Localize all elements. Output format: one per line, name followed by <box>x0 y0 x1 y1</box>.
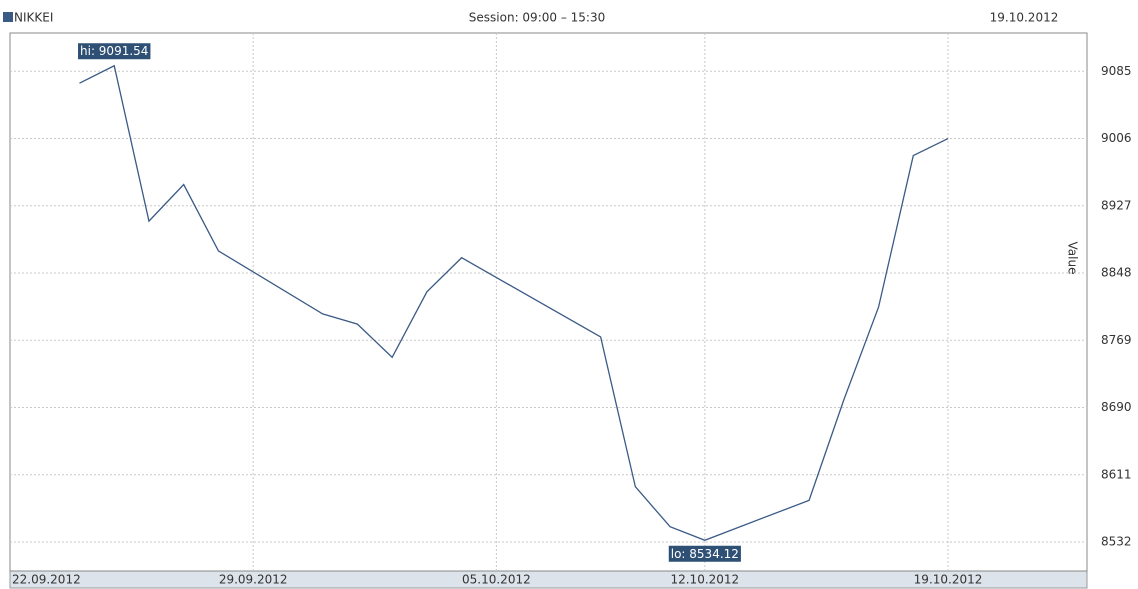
x-tick-label: 12.10.2012 <box>670 573 739 587</box>
y-tick-label: 8769 <box>1101 333 1132 347</box>
date-label: 19.10.2012 <box>990 11 1059 25</box>
y-tick-label: 8690 <box>1101 400 1132 414</box>
x-tick-label: 22.09.2012 <box>12 573 81 587</box>
x-tick-label: 29.09.2012 <box>219 573 288 587</box>
annotation-label: lo: 8534.12 <box>671 547 739 561</box>
legend-swatch <box>3 12 13 22</box>
annotation-box <box>668 545 741 562</box>
annotation-box <box>78 43 151 60</box>
y-tick-label: 9085 <box>1101 64 1132 78</box>
series-line <box>79 64 949 541</box>
y-tick-label: 9006 <box>1101 131 1132 145</box>
y-tick-label: 8532 <box>1101 535 1132 549</box>
annotation-label: hi: 9091.54 <box>80 44 148 58</box>
plot-frame <box>9 32 1088 572</box>
y-tick-label: 8611 <box>1101 467 1132 481</box>
y-tick-label: 8848 <box>1101 266 1132 280</box>
legend-label: NIKKEI <box>14 11 53 25</box>
y-tick-label: 8927 <box>1101 198 1132 212</box>
subtitle: Session: 09:00 – 15:30 <box>469 11 605 25</box>
y-axis-label: Value <box>1066 242 1080 275</box>
x-tick-label: 05.10.2012 <box>462 573 531 587</box>
x-tick-label: 19.10.2012 <box>914 573 983 587</box>
